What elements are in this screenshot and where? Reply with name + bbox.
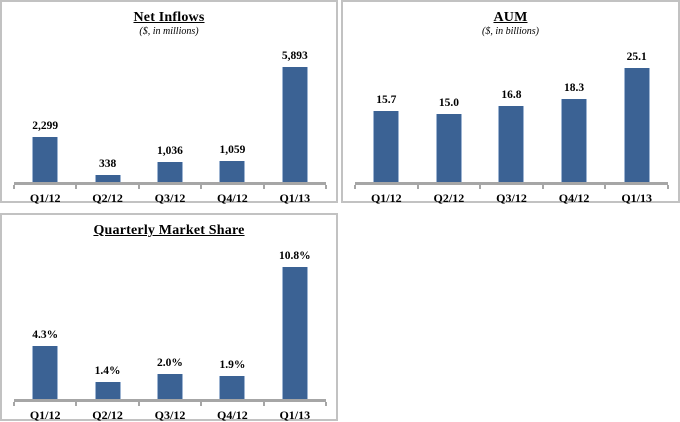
axis-tick: [479, 185, 482, 189]
axis-tick: [200, 185, 203, 189]
axis-tick: [262, 185, 265, 189]
axis-tick: [325, 185, 327, 189]
data-label: 1,036: [157, 145, 183, 157]
bar-slot: 16.8 Q3/12: [480, 55, 543, 205]
chart-title: Quarterly Market Share: [93, 223, 245, 238]
data-label: 338: [98, 158, 117, 170]
axis-tick: [416, 185, 419, 189]
data-label: 10.8%: [278, 250, 311, 262]
bar-slot: 1.9% Q4/12: [201, 252, 263, 422]
bar: [561, 99, 588, 182]
x-axis-line: [14, 399, 326, 402]
axis-tick: [13, 185, 15, 189]
chart-panel-net-inflows: Net Inflows ($, in millions) 2,299 Q1/12 3…: [0, 0, 338, 205]
bar-slot: 1,059 Q4/12: [201, 57, 263, 205]
bar-slot: 10.8% Q1/13: [264, 250, 326, 422]
bar: [156, 374, 183, 399]
bar: [94, 382, 121, 399]
axis-tick: [75, 402, 78, 406]
x-axis-category-label: Q2/12: [92, 408, 123, 422]
x-axis-line: [355, 182, 668, 185]
data-label: 18.3: [564, 82, 585, 94]
axis-tick: [200, 402, 203, 406]
data-label: 2,299: [32, 120, 59, 132]
x-axis-category-label: Q3/12: [154, 408, 186, 422]
plot-area: 15.7 Q1/12 15.0 Q2/12 16.8 Q3/12 18.3 Q4/12 25.1…: [354, 51, 669, 205]
axis-tick: [75, 185, 78, 189]
bar: [498, 106, 525, 182]
bar-slot: 15.7 Q1/12: [355, 55, 418, 205]
axis-tick: [262, 402, 265, 406]
x-axis-category-label: Q2/12: [433, 191, 465, 205]
x-axis-category-label: Q4/12: [217, 191, 248, 205]
data-label: 16.8: [501, 89, 522, 101]
x-axis-category-label: Q4/12: [217, 408, 248, 422]
bar-slot: 338 Q2/12: [76, 57, 138, 205]
data-label: 4.3%: [32, 329, 59, 341]
chart-title: Net Inflows: [133, 10, 205, 25]
bar-slot: 4.3% Q1/12: [14, 252, 76, 422]
bar: [94, 175, 121, 182]
x-axis-category-label: Q4/12: [558, 191, 590, 205]
x-axis-category-label: Q3/12: [496, 191, 527, 205]
plot-area: 2,299 Q1/12 338 Q2/12 1,036 Q3/12 1,059 Q4/12 5,…: [13, 50, 327, 205]
bar: [435, 114, 462, 182]
data-label: 1.4%: [94, 365, 121, 377]
axis-tick: [325, 402, 327, 406]
bar: [32, 346, 59, 399]
bar-slot: 2.0% Q3/12: [139, 252, 201, 422]
bar-slot: 1.4% Q2/12: [76, 252, 138, 422]
bar-slot: 15.0 Q2/12: [418, 55, 481, 205]
plot-area: 4.3% Q1/12 1.4% Q2/12 2.0% Q3/12 1.9% Q4/12 10.8…: [13, 250, 327, 422]
data-label: 15.0: [438, 97, 459, 109]
bar-slot: 1,036 Q3/12: [139, 57, 201, 205]
bar: [32, 137, 59, 182]
axis-tick: [541, 185, 544, 189]
bar: [373, 111, 400, 182]
data-label: 1.9%: [219, 359, 246, 371]
axis-tick: [137, 185, 140, 189]
bar: [219, 376, 246, 399]
x-axis-category-label: Q1/13: [621, 191, 653, 205]
bar-slot: 5,893 Q1/13: [264, 50, 326, 205]
axis-tick: [13, 402, 15, 406]
axis-tick: [667, 185, 669, 189]
bar-slot: 25.1 Q1/13: [605, 51, 668, 205]
bar: [281, 267, 308, 399]
x-axis-category-label: Q1/13: [279, 191, 311, 205]
bar-slot: 18.3 Q4/12: [543, 55, 606, 205]
bar-slot: 2,299 Q1/12: [14, 57, 76, 205]
x-axis-category-label: Q3/12: [154, 191, 186, 205]
bar: [156, 162, 183, 182]
axis-tick: [604, 185, 607, 189]
chart-subtitle: ($, in billions): [482, 26, 539, 37]
axis-tick: [354, 185, 356, 189]
chart-panel-aum: AUM ($, in billions) 15.7 Q1/12 15.0 Q2/12 1…: [341, 0, 680, 205]
bar: [219, 161, 246, 182]
x-axis-line: [14, 182, 326, 185]
data-label: 2.0%: [157, 357, 183, 369]
x-axis-category-label: Q1/12: [29, 191, 61, 205]
chart-title: AUM: [493, 10, 528, 25]
x-axis-category-label: Q1/12: [29, 408, 61, 422]
bar: [281, 67, 308, 182]
axis-tick: [137, 402, 140, 406]
x-axis-category-label: Q1/12: [370, 191, 402, 205]
data-label: 5,893: [281, 50, 308, 62]
x-axis-category-label: Q2/12: [92, 191, 123, 205]
chart-subtitle: ($, in millions): [139, 26, 199, 37]
bar: [623, 68, 650, 182]
x-axis-category-label: Q1/13: [279, 408, 311, 422]
data-label: 15.7: [376, 94, 397, 106]
chart-panel-quarterly-market-share: Quarterly Market Share 4.3% Q1/12 1.4% Q2/1…: [0, 213, 338, 422]
data-label: 1,059: [219, 144, 246, 156]
data-label: 25.1: [626, 51, 647, 63]
